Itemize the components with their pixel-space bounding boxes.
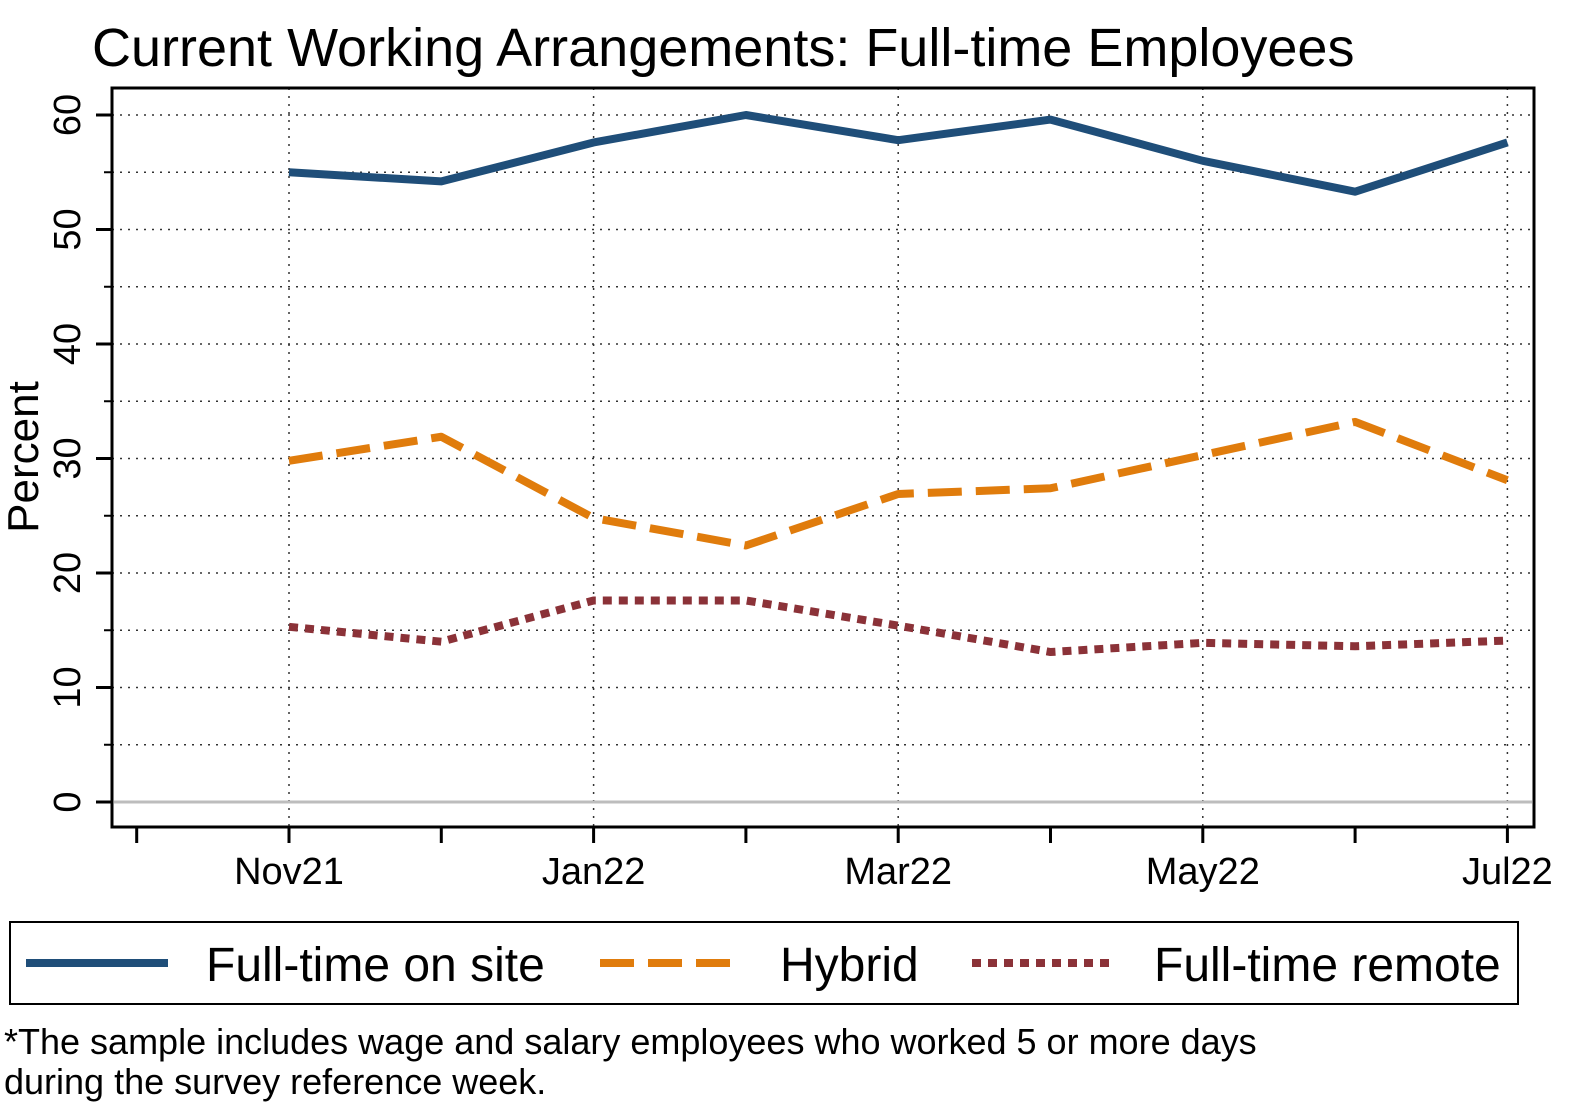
y-axis-label: Percent [0,381,48,533]
plot-frame [110,86,1536,829]
footnote-line-1: *The sample includes wage and salary emp… [4,1021,1257,1062]
y-tick-label: 30 [47,437,89,479]
x-tick-label: Nov21 [234,851,344,893]
chart-title: Current Working Arrangements: Full-time … [92,18,1355,78]
y-tick-label: 0 [47,791,89,812]
y-tick-label: 60 [47,94,89,136]
x-tick-label: Jul22 [1462,851,1553,893]
y-tick-label: 10 [47,666,89,708]
footnote: *The sample includes wage and salary emp… [4,1022,1257,1102]
x-tick-label: Mar22 [844,851,952,893]
legend-box [9,921,1519,1005]
y-tick-label: 20 [47,552,89,594]
y-tick-label: 50 [47,208,89,250]
series-line-full-time-remote [288,596,1508,657]
x-tick-label: Jan22 [542,851,646,893]
series-line-hybrid [288,417,1509,550]
legend-label: Full-time on site [206,939,545,992]
legend: Full-time on site Hybrid Full-time remote [9,921,1519,1005]
series-layer [288,111,1509,657]
x-tick-label: May22 [1146,851,1260,893]
grid-layer [112,88,1534,827]
series-line-full-time-on-site [288,111,1509,196]
legend-label: Full-time remote [1154,939,1501,992]
axis-layer: 0 10 20 30 40 50 60 Nov21 Jan22 Mar22 May22 Jul22 [47,94,1553,893]
footnote-line-2: during the survey reference week. [4,1061,547,1102]
legend-label: Hybrid [780,939,919,992]
y-tick-label: 40 [47,323,89,365]
